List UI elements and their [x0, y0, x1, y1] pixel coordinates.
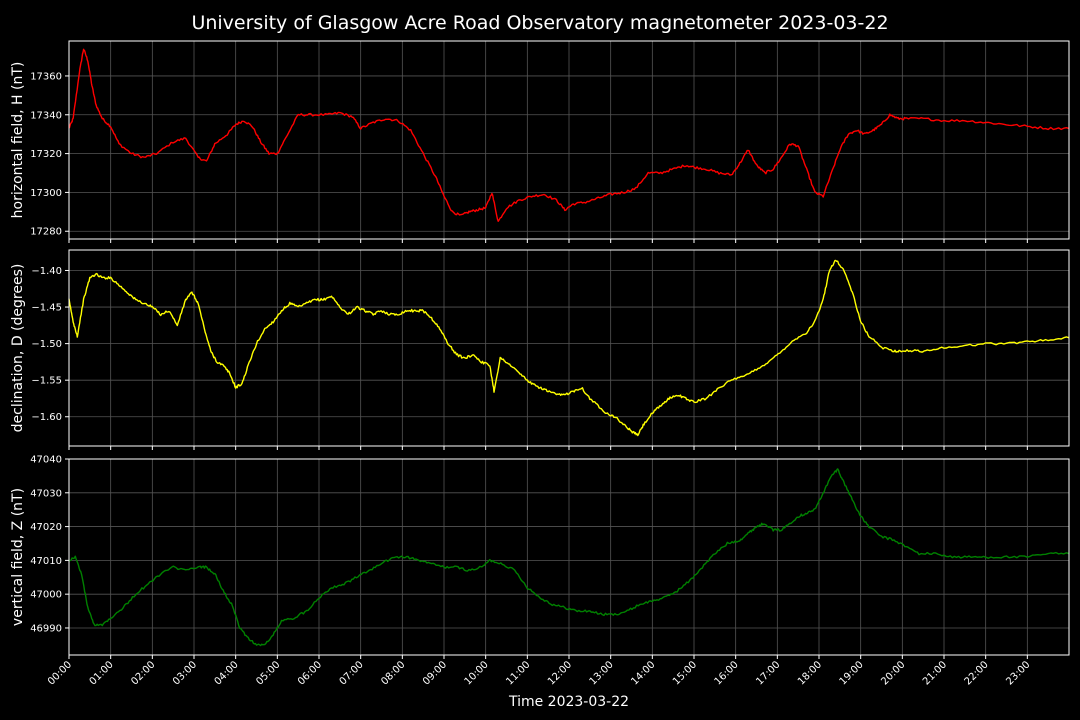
xtick-label-2: 02:00	[129, 659, 157, 687]
xtick-label-0: 00:00	[46, 659, 74, 687]
ytick-label-D-2: −1.50	[31, 339, 62, 350]
ytick-label-Z-1: 47000	[30, 590, 62, 601]
ylabel-Z: vertical field, Z (nT)	[10, 488, 26, 626]
xtick-label-19: 19:00	[838, 659, 866, 687]
series-line-Z	[68, 468, 1070, 647]
panels-group: 17280 17300 17320 17340 17360 horizontal fiel…	[10, 40, 1070, 659]
ytick-label-H-2: 17320	[30, 149, 62, 160]
ytick-label-D-0: −1.40	[31, 266, 62, 277]
xtick-label-12: 12:00	[546, 659, 574, 687]
xtick-label-15: 15:00	[671, 659, 699, 687]
xtick-label-4: 04:00	[213, 659, 241, 687]
xtick-label-7: 07:00	[338, 659, 366, 687]
xtick-label-20: 20:00	[879, 659, 907, 687]
series-line-H	[68, 48, 1070, 222]
ytick-label-D-4: −1.60	[31, 412, 62, 423]
x-axis-label: Time 2023-03-22	[508, 694, 629, 710]
xtick-label-13: 13:00	[588, 659, 616, 687]
ytick-label-H-3: 17340	[30, 110, 62, 121]
xtick-label-9: 09:00	[421, 659, 449, 687]
xtick-label-16: 16:00	[713, 659, 741, 687]
series-line-D	[68, 259, 1070, 437]
xtick-label-5: 05:00	[254, 659, 282, 687]
panel-D: −1.40 −1.45 −1.50 −1.55 −1.60 declination, D …	[10, 249, 1070, 450]
xtick-label-18: 18:00	[796, 659, 824, 687]
panel-frame-Z	[68, 458, 1070, 656]
ytick-label-H-1: 17300	[30, 188, 62, 199]
ytick-label-D-3: −1.55	[31, 376, 62, 387]
ylabel-D: declination, D (degrees)	[10, 264, 26, 433]
xtick-label-6: 06:00	[296, 659, 324, 687]
panel-Z: 46990 47000 47010 47020 47030 47040 vertical f…	[10, 455, 1070, 659]
x-axis-ticks: 00:00 01:00 02:00 03:00 04:00 05:00 06:00 07:00…	[46, 659, 1032, 687]
xtick-label-10: 10:00	[463, 659, 491, 687]
ytick-label-Z-2: 47010	[30, 556, 62, 567]
panel-H: 17280 17300 17320 17340 17360 horizontal fiel…	[10, 40, 1070, 243]
ytick-label-Z-5: 47040	[30, 455, 62, 466]
xtick-label-21: 21:00	[921, 659, 949, 687]
ytick-label-Z-0: 46990	[30, 623, 62, 634]
ytick-label-D-1: −1.45	[31, 303, 62, 314]
xtick-label-14: 14:00	[629, 659, 657, 687]
xtick-label-23: 23:00	[1004, 659, 1032, 687]
xtick-label-1: 01:00	[88, 659, 116, 687]
panel-frame-D	[68, 249, 1070, 447]
ytick-label-Z-3: 47020	[30, 522, 62, 533]
ylabel-H: horizontal field, H (nT)	[10, 62, 26, 219]
xtick-label-17: 17:00	[754, 659, 782, 687]
ytick-label-H-0: 17280	[30, 227, 62, 238]
xtick-label-11: 11:00	[504, 659, 532, 687]
ytick-label-H-4: 17360	[30, 71, 62, 82]
chart-title: University of Glasgow Acre Road Observat…	[191, 12, 888, 34]
xtick-label-3: 03:00	[171, 659, 199, 687]
panel-frame-H	[68, 40, 1070, 240]
xtick-label-22: 22:00	[963, 659, 991, 687]
ytick-label-Z-4: 47030	[30, 488, 62, 499]
xtick-label-8: 08:00	[379, 659, 407, 687]
